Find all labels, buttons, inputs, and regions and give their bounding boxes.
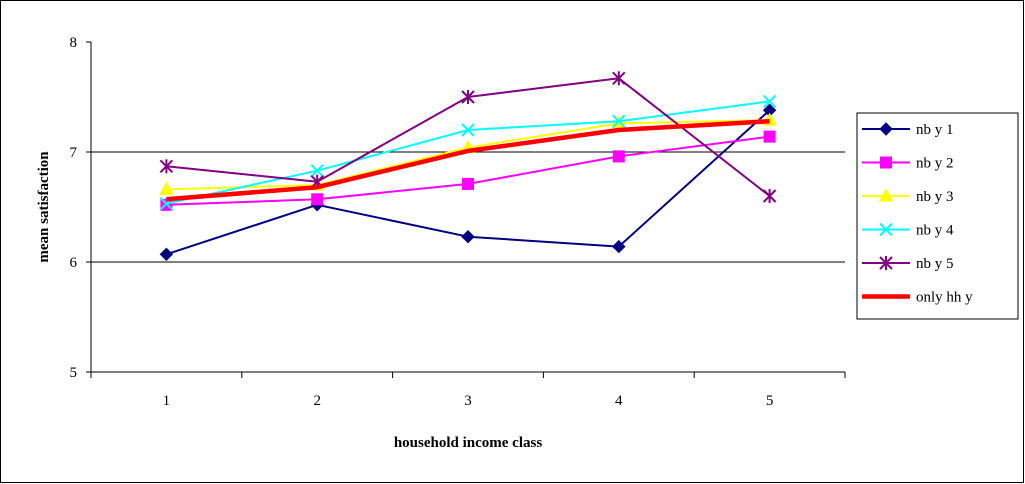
x-tick-label: 2 <box>313 393 321 409</box>
marker-stroke <box>879 222 893 237</box>
series-6 <box>166 118 770 202</box>
marker-stroke <box>612 114 626 128</box>
data-point <box>612 239 626 254</box>
data-point <box>612 150 625 163</box>
x-tick-label: 5 <box>766 393 774 409</box>
legend-marker <box>880 156 892 169</box>
x-tick-label: 1 <box>163 393 171 409</box>
data-point <box>159 247 174 262</box>
legend-marker <box>878 188 894 202</box>
legend: nb y 1 nb y 2 nb y 3 nb y 4 nb y 5 only hh y <box>856 112 1019 320</box>
legend-item: nb y 4 <box>862 223 954 239</box>
series-line <box>166 118 770 202</box>
data-point <box>461 123 475 137</box>
series-group <box>159 71 777 262</box>
axes <box>86 41 846 378</box>
series-4 <box>159 94 777 211</box>
y-tick-label: 6 <box>70 255 78 271</box>
legend-item: nb y 3 <box>862 188 954 205</box>
data-point <box>159 159 174 174</box>
data-point <box>762 94 777 109</box>
y-axis-title: mean satisfaction <box>36 151 52 263</box>
data-point <box>612 71 626 86</box>
data-point <box>461 90 475 104</box>
y-tick-label: 8 <box>70 35 78 51</box>
legend-marker <box>879 222 893 237</box>
y-tick-label: 5 <box>70 365 78 381</box>
y-tick-label: 7 <box>70 145 78 161</box>
legend-label: nb y 2 <box>916 156 954 172</box>
tick-labels: 5 6 7 8 1 2 3 4 5 <box>70 35 774 409</box>
data-point <box>461 229 475 244</box>
marker-stroke <box>310 163 324 178</box>
legend-item: nb y 2 <box>862 156 954 172</box>
legend-item: nb y 5 <box>862 256 954 272</box>
gridlines <box>91 151 845 263</box>
data-point <box>763 130 776 143</box>
legend-item: nb y 1 <box>862 122 954 138</box>
data-point <box>612 114 626 128</box>
data-point <box>311 193 324 206</box>
series-5 <box>159 71 777 203</box>
legend-box <box>856 112 1019 320</box>
legend-label: nb y 4 <box>916 223 954 239</box>
data-point <box>159 181 174 195</box>
x-tick-label: 4 <box>615 393 623 409</box>
legend-item: only hh y <box>862 290 973 306</box>
data-point <box>462 177 474 190</box>
marker-stroke <box>461 123 475 137</box>
legend-label: nb y 5 <box>916 256 954 272</box>
data-point <box>310 163 324 178</box>
x-axis-title: household income class <box>394 435 543 451</box>
legend-label: nb y 1 <box>916 122 954 138</box>
legend-label: only hh y <box>916 290 973 306</box>
legend-marker <box>879 122 893 136</box>
x-tick-label: 3 <box>464 393 472 409</box>
legend-marker <box>879 256 893 270</box>
data-point <box>762 189 777 203</box>
marker-stroke <box>762 94 777 109</box>
legend-label: nb y 3 <box>916 189 954 205</box>
